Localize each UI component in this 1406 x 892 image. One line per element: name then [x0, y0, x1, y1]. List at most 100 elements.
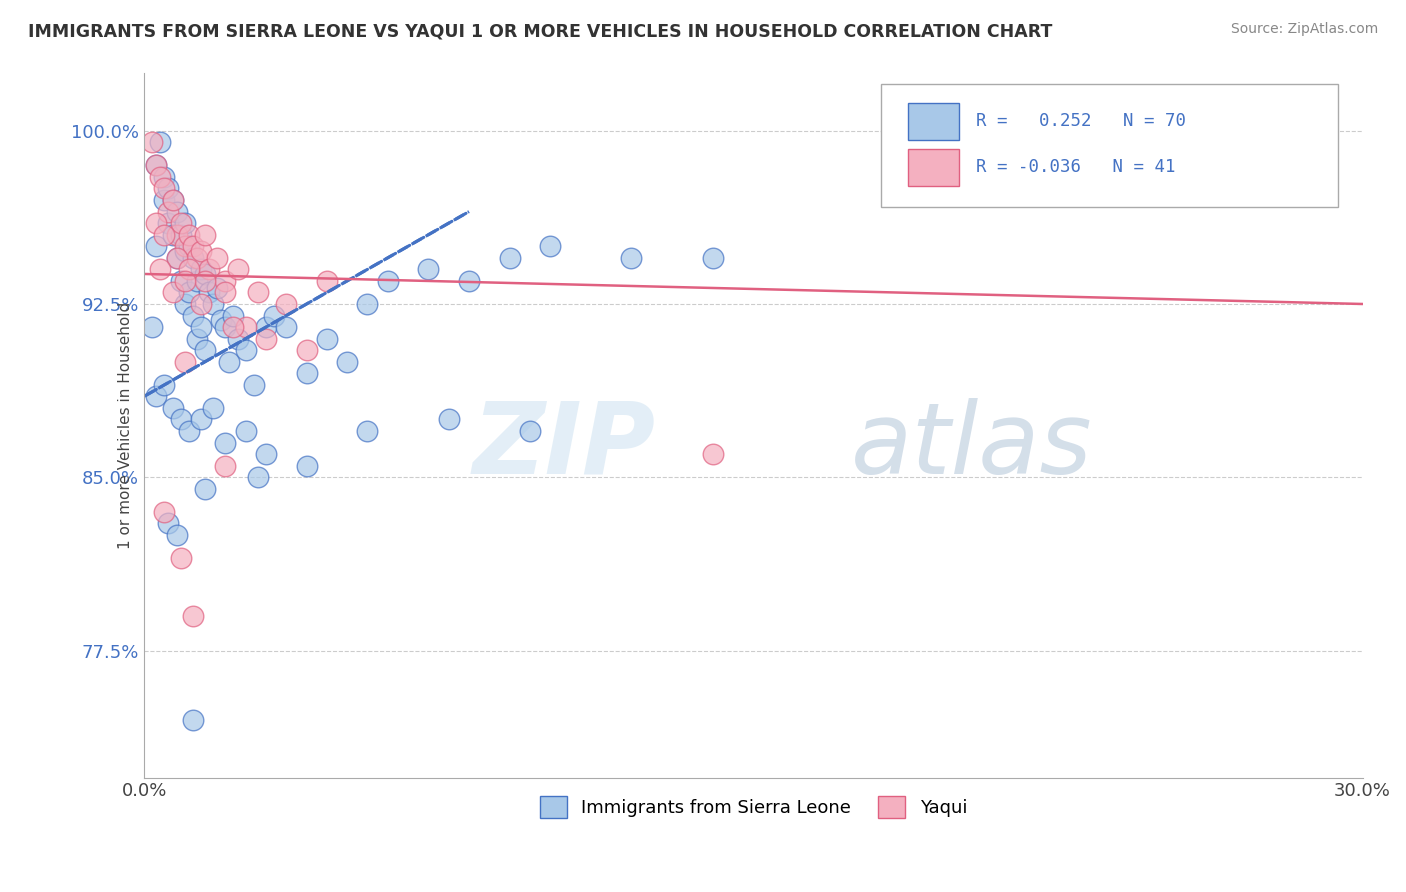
Point — [173, 216, 195, 230]
Point — [702, 251, 724, 265]
Point — [145, 216, 167, 230]
Point — [157, 216, 180, 230]
FancyBboxPatch shape — [882, 84, 1339, 207]
Point — [169, 551, 191, 566]
Point — [458, 274, 481, 288]
Point — [315, 274, 337, 288]
Point — [242, 377, 264, 392]
Point — [169, 274, 191, 288]
Point — [186, 274, 208, 288]
Point — [181, 239, 204, 253]
Point — [235, 424, 257, 438]
Point — [190, 412, 212, 426]
Point — [141, 320, 163, 334]
Point — [205, 251, 228, 265]
Point — [173, 274, 195, 288]
Point — [198, 285, 221, 300]
Point — [169, 216, 191, 230]
Point — [145, 158, 167, 172]
Y-axis label: 1 or more Vehicles in Household: 1 or more Vehicles in Household — [118, 301, 134, 549]
Point — [214, 320, 236, 334]
Point — [157, 181, 180, 195]
Point — [166, 227, 188, 242]
Point — [276, 297, 298, 311]
Point — [173, 355, 195, 369]
Point — [194, 267, 217, 281]
Point — [519, 424, 541, 438]
Point — [263, 309, 285, 323]
Bar — [908, 149, 959, 186]
Point — [145, 239, 167, 253]
Point — [177, 227, 200, 242]
Legend: Immigrants from Sierra Leone, Yaqui: Immigrants from Sierra Leone, Yaqui — [533, 789, 974, 825]
Point — [145, 158, 167, 172]
Point — [218, 355, 240, 369]
Point — [336, 355, 359, 369]
Point — [153, 169, 176, 184]
Point — [620, 251, 643, 265]
Point — [177, 424, 200, 438]
Point — [235, 320, 257, 334]
Point — [214, 285, 236, 300]
Point — [177, 239, 200, 253]
Text: atlas: atlas — [851, 398, 1092, 495]
Point — [162, 285, 184, 300]
Point — [209, 313, 232, 327]
Point — [205, 281, 228, 295]
Point — [356, 297, 378, 311]
Point — [166, 251, 188, 265]
Point — [498, 251, 520, 265]
Text: IMMIGRANTS FROM SIERRA LEONE VS YAQUI 1 OR MORE VEHICLES IN HOUSEHOLD CORRELATIO: IMMIGRANTS FROM SIERRA LEONE VS YAQUI 1 … — [28, 22, 1053, 40]
Point — [295, 366, 318, 380]
Point — [181, 251, 204, 265]
Point — [173, 244, 195, 258]
Point — [235, 343, 257, 358]
Point — [315, 332, 337, 346]
Point — [702, 447, 724, 461]
Point — [254, 320, 277, 334]
Point — [153, 505, 176, 519]
Point — [186, 251, 208, 265]
Point — [190, 262, 212, 277]
Point — [162, 193, 184, 207]
Point — [202, 297, 225, 311]
Point — [149, 136, 172, 150]
Point — [153, 377, 176, 392]
Point — [194, 343, 217, 358]
Point — [166, 251, 188, 265]
Point — [295, 458, 318, 473]
Point — [166, 204, 188, 219]
Point — [169, 412, 191, 426]
Point — [202, 401, 225, 415]
Point — [173, 297, 195, 311]
Point — [254, 447, 277, 461]
Point — [222, 309, 245, 323]
Point — [173, 239, 195, 253]
Point — [214, 458, 236, 473]
Point — [198, 262, 221, 277]
Point — [177, 262, 200, 277]
Point — [356, 424, 378, 438]
Point — [190, 244, 212, 258]
Point — [418, 262, 440, 277]
Point — [222, 320, 245, 334]
Point — [162, 401, 184, 415]
Point — [538, 239, 561, 253]
Text: ZIP: ZIP — [472, 398, 655, 495]
Point — [181, 309, 204, 323]
Point — [149, 169, 172, 184]
Text: R = -0.036   N = 41: R = -0.036 N = 41 — [976, 158, 1175, 176]
Bar — [908, 103, 959, 140]
Point — [177, 285, 200, 300]
Point — [194, 227, 217, 242]
Point — [226, 262, 249, 277]
Point — [153, 193, 176, 207]
Point — [377, 274, 399, 288]
Point — [153, 181, 176, 195]
Point — [246, 285, 269, 300]
Point — [214, 435, 236, 450]
Point — [190, 297, 212, 311]
Point — [254, 332, 277, 346]
Point — [214, 274, 236, 288]
Point — [186, 332, 208, 346]
